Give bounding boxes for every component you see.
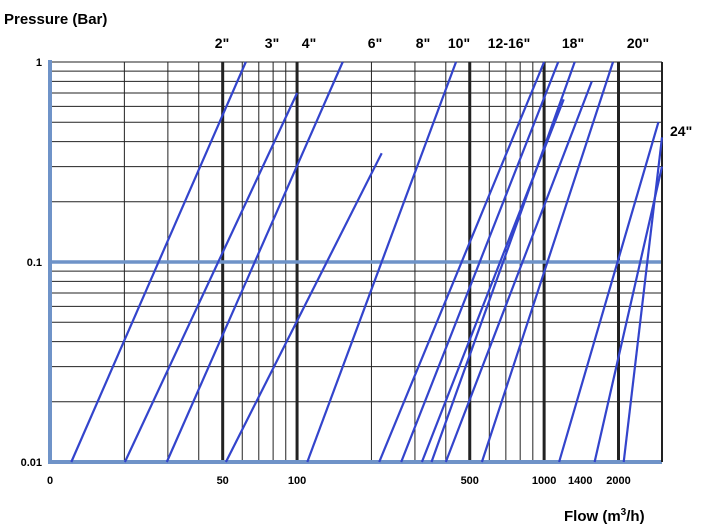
x-tick-label: 500 — [461, 475, 479, 487]
pipe-size-label: 20" — [627, 35, 649, 51]
y-axis-label: Pressure (Bar) — [4, 11, 107, 28]
pipe-size-line — [70, 61, 247, 463]
pipe-size-label: 18" — [562, 35, 584, 51]
x-tick-labels: 0 50 100 500 1000 1400 2000 — [47, 475, 631, 487]
pipe-size-line — [622, 137, 664, 463]
x-tick-label: 100 — [288, 475, 306, 487]
pipe-size-line — [306, 61, 458, 463]
grid — [48, 60, 663, 464]
x-tick-label: 0 — [47, 475, 53, 487]
x-tick-label: 2000 — [606, 475, 630, 487]
y-tick-label: 0.01 — [21, 457, 42, 469]
series-layer — [70, 61, 664, 463]
pipe-size-line — [430, 61, 576, 463]
pipe-size-line — [558, 121, 660, 463]
x-tick-label: 50 — [217, 475, 229, 487]
x-axis-label: Flow (m3/h) — [564, 507, 645, 525]
pipe-size-label: 4" — [302, 35, 316, 51]
pipe-size-label: 3" — [265, 35, 279, 51]
pipe-size-label: 10" — [448, 35, 470, 51]
pipe-size-line — [480, 61, 615, 463]
x-tick-label: 1000 — [532, 475, 556, 487]
y-tick-label: 1 — [36, 57, 42, 69]
pipe-size-line — [165, 61, 344, 463]
pipe-size-label: 24" — [670, 123, 692, 139]
pipe-size-line — [224, 152, 383, 463]
size-labels: 2" 3" 4" 6" 8" 10" 12-16" 18" 20" 24" — [215, 35, 692, 139]
pipe-size-label: 6" — [368, 35, 382, 51]
y-tick-labels: 1 0.1 0.01 — [21, 57, 42, 469]
pipe-size-label: 2" — [215, 35, 229, 51]
pipe-size-line — [378, 61, 546, 463]
x-tick-label: 1400 — [568, 475, 592, 487]
pipe-size-label: 8" — [416, 35, 430, 51]
pipe-size-line — [593, 166, 664, 463]
pipe-size-line — [444, 81, 593, 463]
pipe-size-line — [123, 92, 299, 463]
y-tick-label: 0.1 — [27, 257, 42, 269]
pipe-size-label: 12-16" — [488, 35, 530, 51]
pipe-size-line — [400, 61, 560, 463]
